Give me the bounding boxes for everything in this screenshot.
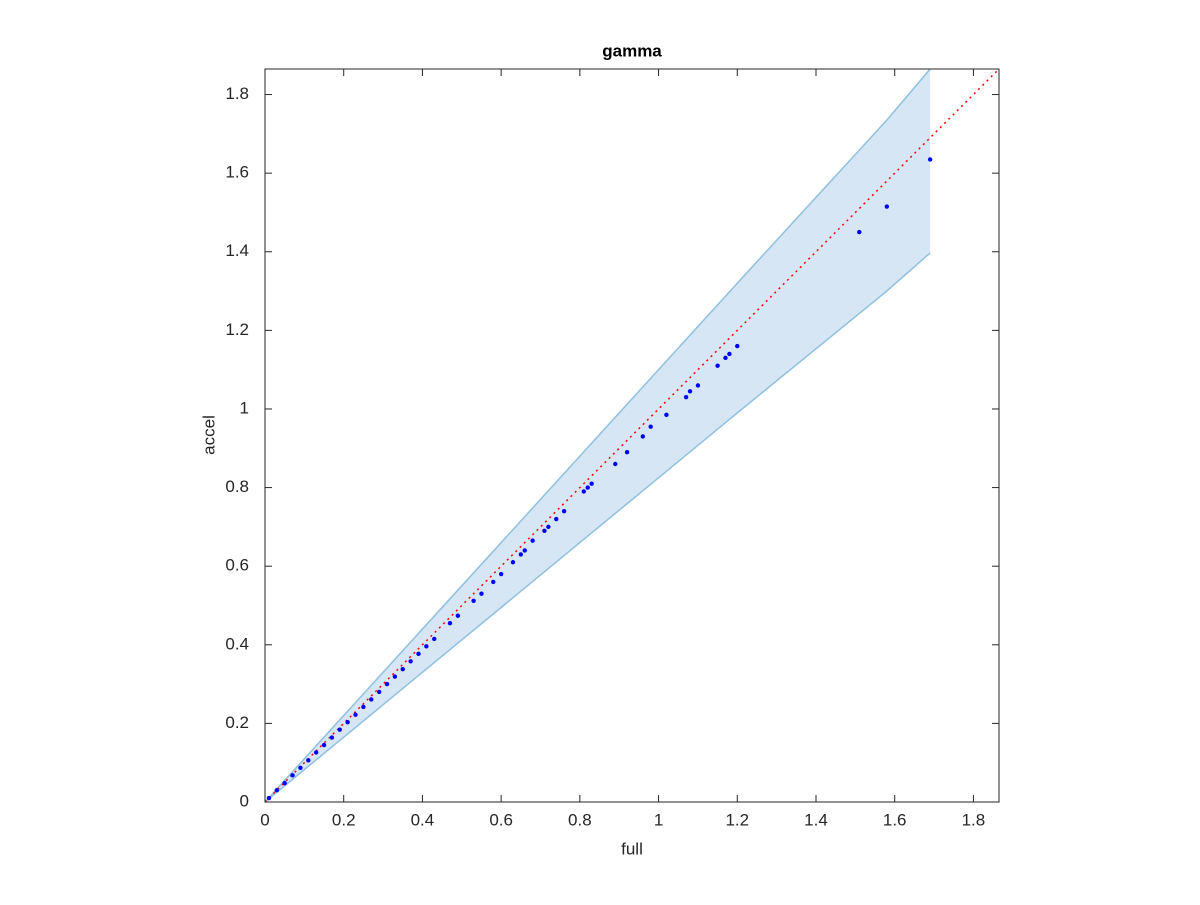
point bbox=[416, 651, 421, 657]
y-tick-label: 0 bbox=[240, 791, 249, 810]
point bbox=[687, 389, 693, 394]
x-tick-label: 0.4 bbox=[411, 810, 435, 829]
point bbox=[857, 229, 862, 235]
point bbox=[266, 795, 272, 801]
y-tick-label: 1.6 bbox=[225, 163, 249, 182]
y-tick-label: 0.4 bbox=[225, 634, 249, 653]
point bbox=[337, 727, 342, 732]
point bbox=[376, 689, 382, 695]
point bbox=[518, 552, 524, 557]
point bbox=[561, 508, 567, 514]
point bbox=[683, 394, 689, 400]
point bbox=[455, 613, 461, 618]
x-tick-label: 1.2 bbox=[725, 810, 749, 829]
point bbox=[927, 157, 933, 162]
point bbox=[298, 765, 303, 771]
point bbox=[664, 412, 669, 418]
point bbox=[353, 712, 358, 717]
y-tick-label: 1.2 bbox=[225, 320, 249, 339]
point bbox=[522, 548, 527, 553]
point bbox=[361, 704, 366, 710]
x-tick-label: 0 bbox=[260, 810, 269, 829]
y-tick-label: 0.6 bbox=[225, 556, 249, 575]
y-axis-label: accel bbox=[199, 415, 218, 455]
plot-frame bbox=[264, 68, 1000, 803]
point bbox=[329, 735, 335, 740]
point bbox=[290, 773, 295, 778]
point bbox=[554, 516, 559, 522]
point bbox=[282, 780, 287, 786]
point bbox=[546, 524, 551, 530]
y-tick-label: 1.8 bbox=[225, 84, 249, 103]
y-tick-label: 0.2 bbox=[225, 713, 249, 732]
point bbox=[510, 560, 516, 565]
point bbox=[695, 383, 701, 388]
point bbox=[384, 681, 390, 687]
chart-title: gamma bbox=[602, 41, 662, 60]
point bbox=[321, 742, 327, 748]
point bbox=[735, 343, 740, 349]
point bbox=[589, 481, 594, 486]
x-tick-label: 0.8 bbox=[568, 810, 592, 829]
point bbox=[530, 538, 535, 543]
point bbox=[400, 666, 405, 672]
point bbox=[408, 659, 413, 664]
x-tick-label: 1.6 bbox=[883, 810, 907, 829]
point bbox=[542, 528, 547, 534]
point bbox=[640, 434, 646, 439]
point bbox=[471, 598, 476, 603]
point bbox=[491, 579, 496, 585]
point bbox=[585, 485, 590, 490]
point bbox=[723, 355, 728, 361]
x-tick-label: 0.2 bbox=[332, 810, 356, 829]
point bbox=[727, 351, 732, 357]
point bbox=[424, 644, 429, 649]
point bbox=[715, 363, 720, 368]
point bbox=[313, 750, 319, 755]
x-tick-label: 1.4 bbox=[804, 810, 828, 829]
point bbox=[498, 571, 504, 577]
y-tick-label: 1 bbox=[240, 398, 249, 417]
x-tick-label: 0.6 bbox=[489, 810, 513, 829]
point bbox=[884, 204, 890, 209]
y-tick-label: 1.4 bbox=[225, 241, 249, 260]
x-tick-label: 1 bbox=[654, 810, 663, 829]
x-tick-label: 1.8 bbox=[962, 810, 986, 829]
point bbox=[392, 674, 398, 679]
point bbox=[345, 720, 350, 725]
point bbox=[648, 424, 653, 429]
point bbox=[581, 489, 586, 494]
point bbox=[479, 591, 484, 596]
reference-line bbox=[264, 68, 1000, 803]
point bbox=[274, 788, 280, 793]
point bbox=[613, 461, 618, 467]
point bbox=[624, 450, 630, 455]
point bbox=[369, 697, 374, 702]
y-tick-label: 0.8 bbox=[225, 477, 249, 496]
point bbox=[432, 636, 437, 642]
band-edge bbox=[264, 68, 931, 803]
x-axis-label: full bbox=[621, 839, 643, 858]
point bbox=[447, 620, 453, 626]
point bbox=[306, 758, 311, 763]
band-edge bbox=[264, 252, 931, 803]
